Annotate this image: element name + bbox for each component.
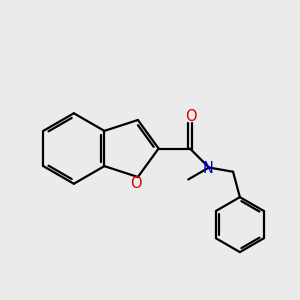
Text: O: O xyxy=(130,176,142,191)
Text: N: N xyxy=(203,160,214,175)
Text: O: O xyxy=(185,109,197,124)
